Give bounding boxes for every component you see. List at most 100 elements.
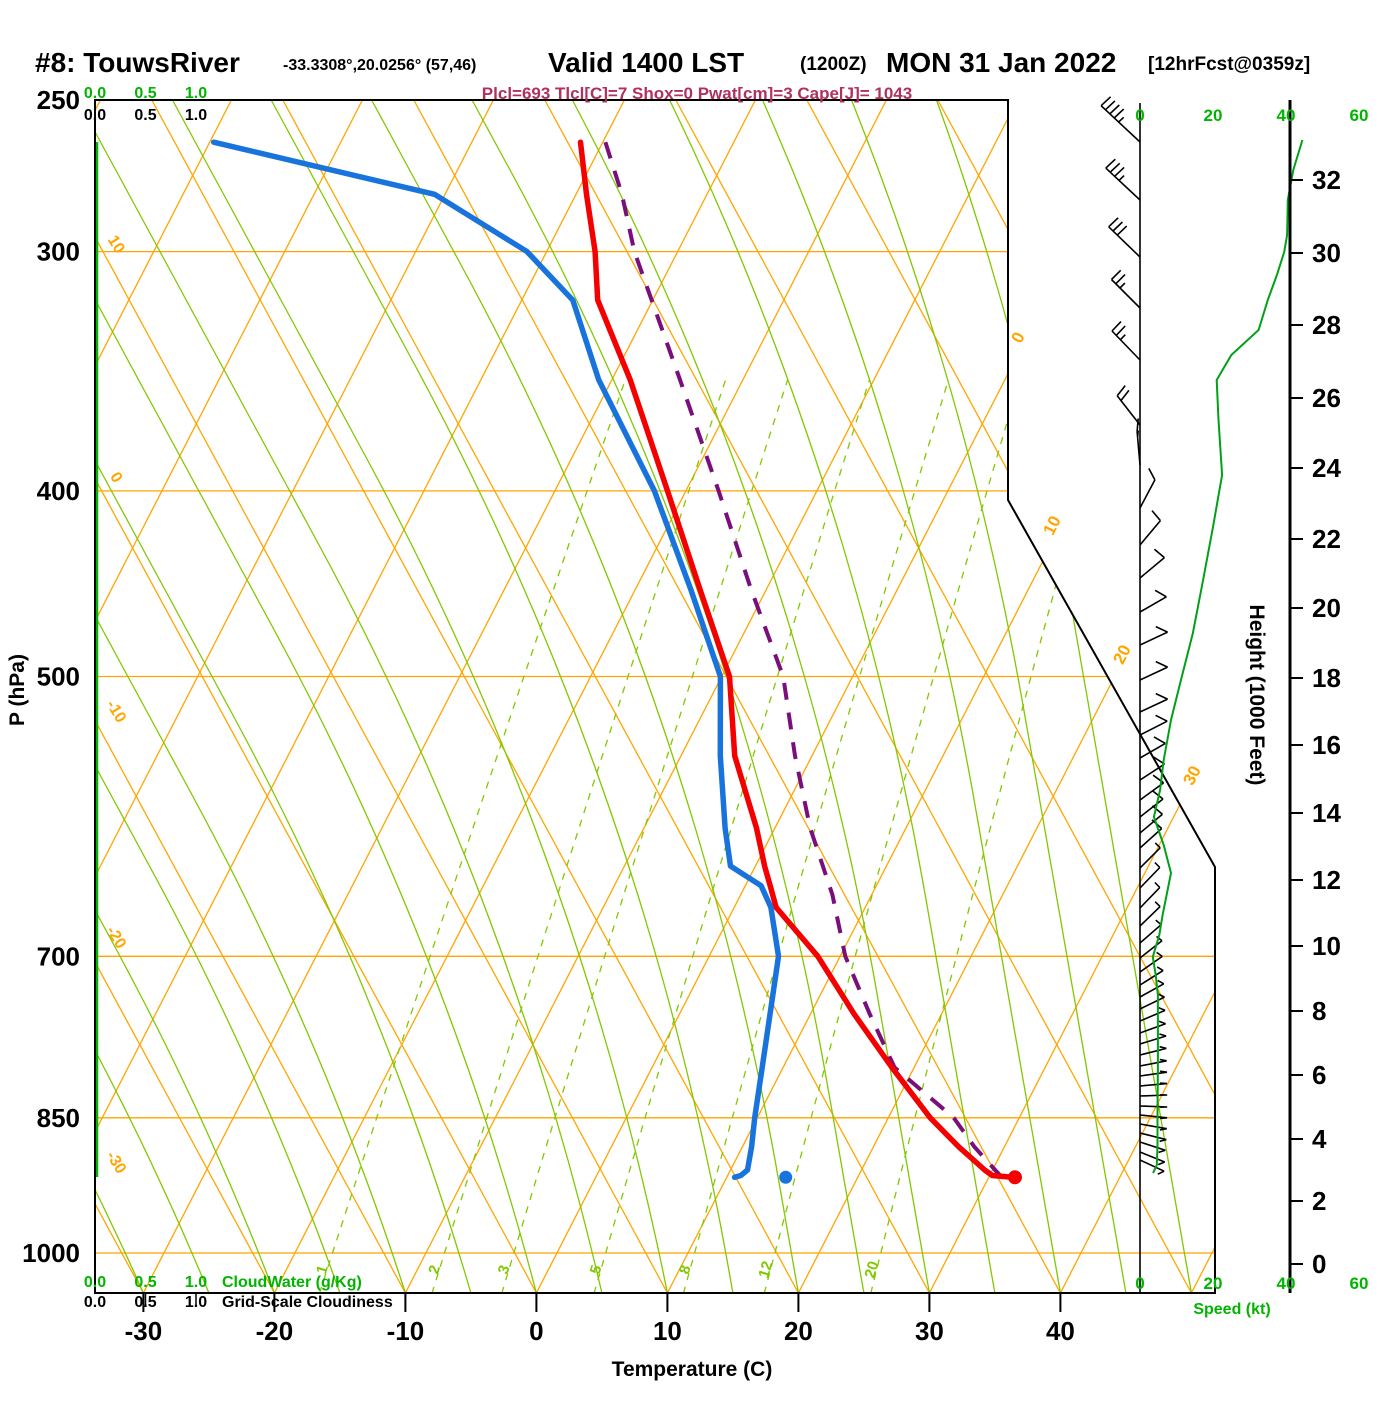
- moist-adiabat-line: [361, 100, 800, 1293]
- isotherm-line: [666, 100, 1215, 1293]
- dry-adiabat-line: [282, 100, 930, 1293]
- wind-barb-panel: [1100, 96, 1168, 1293]
- dry-adiabat-label: -30: [102, 1148, 129, 1177]
- stability-indices: Plcl=693 Tlcl[C]=7 Shox=0 Pwat[cm]=3 Cap…: [482, 84, 912, 103]
- moist-adiabat-line: [660, 100, 996, 1293]
- wind-barb: [1139, 1105, 1168, 1108]
- gridscale-axis-title: Grid-Scale Cloudiness: [222, 1294, 393, 1311]
- wind-barb: [1111, 321, 1141, 361]
- mixing-ratio-line: [501, 379, 789, 1293]
- temp-tick-label: 0: [529, 1316, 543, 1346]
- cloud-scale-label: 0.0: [84, 85, 106, 102]
- height-tick-label: 4: [1312, 1124, 1327, 1154]
- isotherm-line: [95, 100, 625, 1293]
- wind-barb: [1139, 468, 1156, 509]
- speed-scale-label: 60: [1350, 106, 1369, 125]
- pressure-tick-label: 1000: [22, 1238, 80, 1268]
- height-tick-label: 10: [1312, 931, 1341, 961]
- parcel-trace: [603, 141, 1004, 1179]
- isotherm-line: [535, 100, 1149, 1293]
- moist-adiabat-line: [843, 100, 1127, 1293]
- wind-barb: [1139, 1082, 1168, 1087]
- isotherm-label: 10: [1039, 513, 1065, 538]
- wind-barb: [1139, 1123, 1167, 1131]
- wind-barb: [1139, 625, 1168, 646]
- mixing-ratio-line: [593, 379, 871, 1293]
- valid-time: Valid 1400 LST: [548, 47, 744, 78]
- pressure-axis-title: P (hPa): [6, 654, 29, 726]
- valid-date: MON 31 Jan 2022: [886, 47, 1116, 78]
- wind-barb: [1139, 979, 1165, 998]
- pressure-tick-label: 250: [37, 85, 80, 115]
- wind-barb: [1139, 1094, 1168, 1097]
- wind-barb: [1139, 901, 1161, 927]
- dry-adiabat-line: [95, 100, 668, 1293]
- height-tick-label: 28: [1312, 310, 1341, 340]
- isotherm-line: [142, 100, 756, 1293]
- height-tick-label: 6: [1312, 1060, 1326, 1090]
- dry-adiabat-label: -10: [102, 697, 129, 726]
- cloud-scale-label: 0.0: [84, 1274, 106, 1291]
- height-tick-label: 26: [1312, 383, 1341, 413]
- height-tick-label: 8: [1312, 996, 1326, 1026]
- wind-barb: [1139, 1058, 1167, 1067]
- wind-barb: [1139, 861, 1161, 889]
- temp-tick-label: 40: [1046, 1316, 1075, 1346]
- cloud-scale-label: 1.0: [185, 85, 207, 102]
- plot-boundary: [94, 99, 1216, 1294]
- dry-adiabat-line: [675, 100, 1215, 1293]
- cloud-scale-label: 0.0: [84, 1294, 106, 1311]
- speed-scale-label: 40: [1277, 1274, 1296, 1293]
- wind-barb: [1139, 510, 1162, 546]
- moist-adiabat-line: [261, 100, 734, 1293]
- dry-adiabat-line: [95, 100, 275, 1293]
- temperature-axis-title: Temperature (C): [612, 1358, 773, 1381]
- isotherm-line: [95, 100, 232, 1293]
- wind-barb: [1139, 1132, 1167, 1143]
- wind-barb: [1139, 951, 1163, 973]
- cloud-scale-label: 1.0: [185, 107, 207, 124]
- speed-scale-label: 20: [1204, 1274, 1223, 1293]
- surface-temp-dot: [1007, 1170, 1022, 1185]
- moist-adiabat-line: [95, 100, 603, 1293]
- isotherm-line: [95, 100, 494, 1293]
- wind-barb: [1139, 1159, 1165, 1175]
- cloudwater-axis-title: CloudWater (g/Kg): [222, 1274, 362, 1291]
- mixing-ratio-line: [763, 379, 1021, 1293]
- speed-scale-label: 0: [1135, 1274, 1144, 1293]
- pressure-tick-label: 700: [37, 941, 80, 971]
- height-tick-label: 30: [1312, 238, 1341, 268]
- moist-adiabat-line: [462, 100, 865, 1293]
- wind-barb: [1139, 1045, 1167, 1056]
- pressure-tick-label: 300: [37, 237, 80, 267]
- moist-adiabat-line: [562, 100, 931, 1293]
- pressure-tick-label: 850: [37, 1103, 80, 1133]
- temp-tick-label: -10: [387, 1316, 425, 1346]
- wind-barb: [1100, 96, 1141, 143]
- mixing-ratio-line: [431, 379, 727, 1293]
- height-tick-label: 20: [1312, 593, 1341, 623]
- wind-barb: [1139, 1114, 1168, 1120]
- wind-barb: [1110, 269, 1141, 309]
- isotherm-label: 0: [1007, 329, 1028, 346]
- height-tick-label: 0: [1312, 1249, 1326, 1279]
- height-tick-label: 18: [1312, 663, 1341, 693]
- mixing-ratio-label: 12: [755, 1259, 776, 1280]
- mixing-ratio-line: [870, 379, 1114, 1293]
- moist-adiabat-line: [95, 100, 472, 1293]
- height-tick-label: 24: [1312, 453, 1341, 483]
- orange-grid: [95, 100, 1215, 1293]
- wind-barb: [1139, 881, 1161, 909]
- pressure-tick-label: 500: [37, 661, 80, 691]
- wind-barb: [1105, 158, 1141, 201]
- green-grid: [95, 100, 1193, 1293]
- wind-barb: [1139, 1033, 1167, 1045]
- isotherm-label: 20: [1109, 642, 1135, 667]
- forecast-tag: [12hrFcst@0359z]: [1148, 54, 1310, 75]
- height-tick-label: 14: [1312, 798, 1341, 828]
- station-title: #8: TouwsRiver: [35, 47, 240, 78]
- temperature-trace: [577, 139, 1016, 1181]
- cloud-scale-label: 0.0: [84, 107, 106, 124]
